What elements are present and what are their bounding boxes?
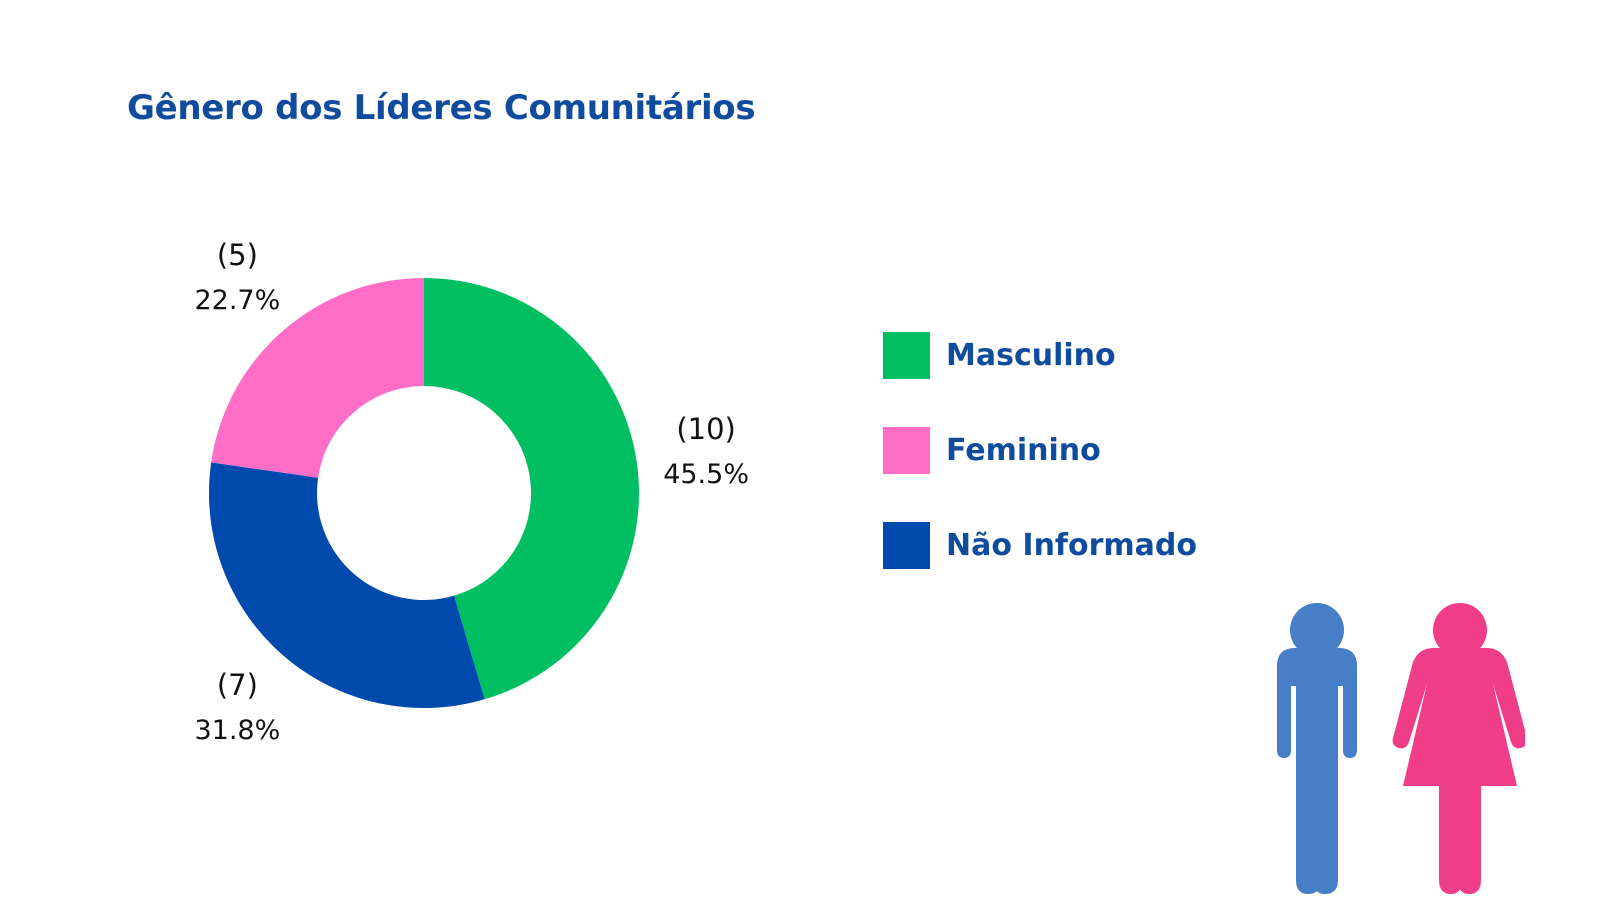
legend-label: Não Informado [946, 527, 1197, 563]
slice-percent-label: 31.8% [194, 715, 281, 747]
donut-slice-n-o-informado [208, 462, 485, 709]
legend-swatch [883, 521, 930, 569]
legend-swatch [883, 331, 930, 379]
slice-percent-label: 22.7% [194, 284, 281, 316]
slice-label: (10) 45.5% [646, 406, 766, 498]
legend-item-nao-informado: Não Informado [883, 521, 1197, 569]
slice-count-label: (5) [216, 237, 258, 272]
legend-label: Feminino [946, 432, 1101, 468]
legend: Masculino Feminino Não Informado [883, 331, 1197, 616]
legend-label: Masculino [946, 337, 1116, 373]
donut-slice-masculino [424, 278, 640, 700]
people-illustration [1277, 603, 1525, 894]
donut-slice-feminino [211, 278, 424, 478]
slice-count-label: (10) [676, 412, 736, 447]
male-person-icon [1277, 603, 1357, 894]
female-person-icon [1392, 603, 1525, 894]
legend-swatch [883, 426, 930, 474]
chart-title: Gênero dos Líderes Comunitários [127, 88, 756, 128]
slice-percent-label: 45.5% [663, 459, 749, 491]
legend-item-masculino: Masculino [883, 331, 1197, 379]
slice-count-label: (7) [216, 668, 258, 703]
legend-item-feminino: Feminino [883, 426, 1197, 474]
slice-label: (5) 22.7% [177, 232, 297, 324]
slice-label: (7) 31.8% [177, 662, 297, 754]
